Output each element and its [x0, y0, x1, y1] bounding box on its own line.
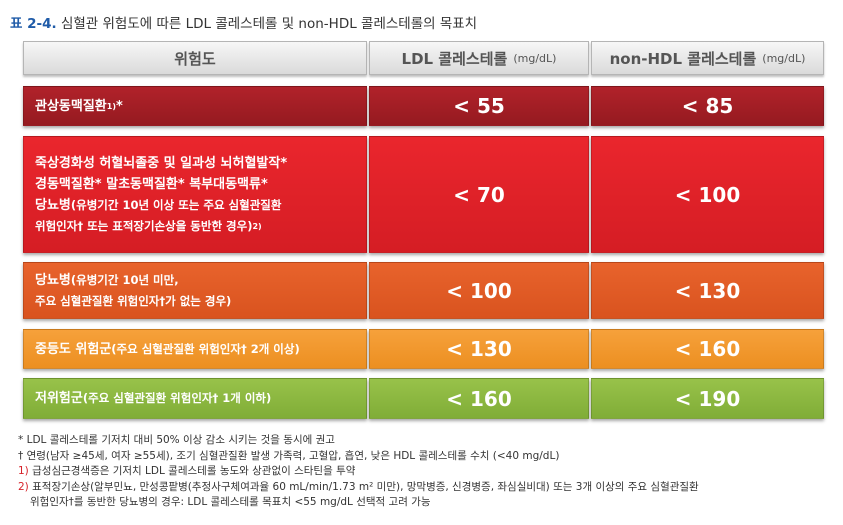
risk-line: 위험인자† 또는 표적장기손상을 동반한 경우)2): [35, 216, 366, 237]
risk-line: 중등도 위험군(주요 심혈관질환 위험인자† 2개 이상): [35, 339, 366, 360]
risk-main-text: 관상동맥질환: [35, 98, 107, 114]
risk-line: 당뇨병(유병기간 10년 미만,: [35, 270, 366, 291]
table-title: 표 2-4. 심혈관 위험도에 따른 LDL 콜레스테롤 및 non-HDL 콜…: [10, 12, 477, 32]
footnotes: * LDL 콜레스테롤 기저치 대비 50% 이상 감소 시키는 것을 동시에 …: [18, 433, 838, 511]
risk-cell-moderate: 중등도 위험군(주요 심혈관질환 위험인자† 2개 이상): [23, 329, 367, 369]
header-ldl-unit: (mg/dL): [513, 51, 557, 65]
footnote-asterisk: * LDL 콜레스테롤 기저치 대비 50% 이상 감소 시키는 것을 동시에 …: [18, 434, 335, 446]
risk-detail-text: 위험인자† 또는 표적장기손상을 동반한 경우): [35, 218, 253, 233]
nonhdl-target-very-high: < 100: [591, 136, 824, 253]
table-number: 표 2-4.: [10, 16, 57, 32]
table-caption: 심혈관 위험도에 따른 LDL 콜레스테롤 및 non-HDL 콜레스테롤의 목…: [60, 16, 478, 32]
risk-detail-text: (주요 심혈관질환 위험인자† 1개 이하): [82, 391, 272, 405]
risk-main-text: 저위험군: [35, 391, 83, 406]
risk-main-text: 경동맥질환* 말초동맥질환* 복부대동맥류*: [35, 176, 268, 192]
footnote-mark: 2): [252, 221, 262, 231]
ldl-target-diabetes: < 100: [369, 262, 589, 319]
risk-main-text: 죽상경화성 허혈뇌졸중 및 일과성 뇌허혈발작*: [35, 155, 288, 171]
risk-line: 경동맥질환* 말초동맥질환* 복부대동맥류*: [35, 174, 366, 195]
risk-line: 주요 심혈관질환 위험인자†가 없는 경우): [35, 291, 366, 312]
footnote-2-continued: 위험인자†를 동반한 당뇨병의 경우: LDL 콜레스테롤 목표치 <55 mg…: [30, 496, 431, 509]
header-nonhdl: non-HDL 콜레스테롤 (mg/dL): [591, 41, 824, 75]
risk-detail-text: (유병기간 10년 이상 또는 주요 심혈관질환: [70, 197, 282, 212]
header-nonhdl-label: non-HDL 콜레스테롤: [609, 49, 757, 68]
footnote-mark: 1): [18, 465, 29, 478]
nonhdl-target-moderate: < 160: [591, 329, 824, 369]
risk-line: 관상동맥질환1)*: [35, 96, 366, 117]
header-nonhdl-unit: (mg/dL): [762, 51, 806, 65]
header-ldl-label: LDL 콜레스테롤: [401, 49, 508, 68]
footnote-text: 표적장기손상(알부민뇨, 만성콩팥병(추정사구체여과율 60 mL/min/1.…: [32, 480, 699, 493]
risk-line: 당뇨병(유병기간 10년 이상 또는 주요 심혈관질환: [35, 195, 366, 216]
footnote-1: 1) 급성심근경색증은 기저치 LDL 콜레스테롤 농도와 상관없이 스타틴을 …: [18, 464, 838, 480]
nonhdl-target-cad: < 85: [591, 86, 824, 126]
header-risk-label: 위험도: [174, 49, 216, 68]
header-ldl: LDL 콜레스테롤 (mg/dL): [369, 41, 589, 75]
footnote-dagger: † 연령(남자 ≥45세, 여자 ≥55세), 조기 심혈관질환 발생 가족력,…: [18, 449, 560, 462]
risk-main-text: 중등도 위험군: [35, 341, 112, 357]
risk-line: 죽상경화성 허혈뇌졸중 및 일과성 뇌허혈발작*: [35, 153, 366, 174]
ldl-target-moderate: < 130: [369, 329, 589, 369]
footnote-mark: *: [116, 98, 123, 114]
nonhdl-target-low: < 190: [591, 378, 824, 419]
risk-main-text: 당뇨병: [35, 272, 71, 288]
risk-cell-very-high: 죽상경화성 허혈뇌졸중 및 일과성 뇌허혈발작* 경동맥질환* 말초동맥질환* …: [23, 136, 367, 253]
risk-detail-text: 주요 심혈관질환 위험인자†가 없는 경우): [35, 293, 232, 308]
footnote-mark: 2): [18, 480, 29, 493]
risk-cell-cad: 관상동맥질환1)*: [23, 86, 367, 126]
nonhdl-target-diabetes: < 130: [591, 262, 824, 319]
risk-cell-diabetes: 당뇨병(유병기간 10년 미만, 주요 심혈관질환 위험인자†가 없는 경우): [23, 262, 367, 319]
ldl-target-cad: < 55: [369, 86, 589, 126]
ldl-target-very-high: < 70: [369, 136, 589, 253]
risk-main-text: 당뇨병: [35, 197, 71, 213]
header-risk: 위험도: [23, 41, 367, 75]
risk-detail-text: (주요 심혈관질환 위험인자† 2개 이상): [111, 341, 300, 356]
risk-detail-text: (유병기간 10년 미만,: [70, 272, 179, 287]
risk-line: 저위험군(주요 심혈관질환 위험인자† 1개 이하): [35, 388, 366, 409]
footnote-text: 급성심근경색증은 기저치 LDL 콜레스테롤 농도와 상관없이 스타틴을 투약: [32, 465, 356, 478]
footnote-mark: 1): [106, 101, 116, 111]
risk-cell-low: 저위험군(주요 심혈관질환 위험인자† 1개 이하): [23, 378, 367, 419]
ldl-target-low: < 160: [369, 378, 589, 419]
footnote-2: 2) 표적장기손상(알부민뇨, 만성콩팥병(추정사구체여과율 60 mL/min…: [18, 480, 838, 496]
